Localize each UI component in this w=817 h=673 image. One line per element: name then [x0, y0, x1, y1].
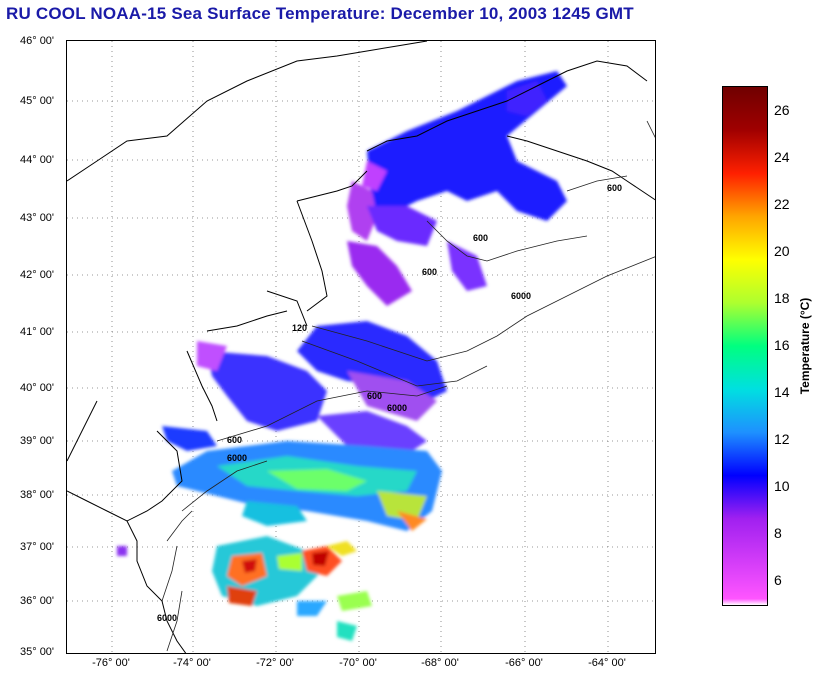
isobath-label: 6000: [227, 453, 247, 463]
lon-label: -74° 00': [173, 657, 211, 669]
colorbar-tick: 16: [774, 337, 790, 353]
colorbar-tick: 22: [774, 196, 790, 212]
isobath-label: 120: [292, 323, 307, 333]
map-title: RU COOL NOAA-15 Sea Surface Temperature:…: [6, 4, 634, 23]
lat-label: 44° 00': [20, 154, 55, 166]
isobath-label: 600: [473, 233, 488, 243]
isobath-label: 6000: [511, 291, 531, 301]
lon-label: -70° 00': [339, 657, 377, 669]
isobath-label: 600: [422, 267, 437, 277]
colorbar-tick: 14: [774, 384, 790, 400]
lat-label: 43° 00': [20, 212, 55, 224]
colorbar-tick: 8: [774, 525, 782, 541]
coastline: [67, 41, 655, 653]
lon-label: -66° 00': [505, 657, 543, 669]
isobath-label: 600: [367, 391, 382, 401]
lat-label: 37° 00': [20, 541, 55, 553]
colorbar-tick: 26: [774, 102, 790, 118]
colorbar-tick: 18: [774, 290, 790, 306]
map-canvas: 600 600 600 600 600 6000 6000 6000 6000 …: [67, 41, 655, 653]
lat-label: 38° 00': [20, 489, 55, 501]
sst-map: 600 600 600 600 600 6000 6000 6000 6000 …: [66, 40, 656, 654]
lat-label: 41° 00': [20, 326, 55, 338]
isobaths: [161, 120, 655, 652]
lat-label: 45° 00': [20, 95, 55, 107]
lat-label: 39° 00': [20, 435, 55, 447]
colorbar-tick: 24: [774, 149, 790, 165]
temperature-colorbar: [722, 86, 768, 606]
lat-label: 35° 00': [20, 646, 55, 658]
colorbar-tick: 6: [774, 572, 782, 588]
sst-data: [117, 71, 567, 641]
colorbar-tick: 10: [774, 478, 790, 494]
isobath-labels: 600 600 600 600 600 6000 6000 6000 6000 …: [157, 183, 622, 623]
lat-label: 42° 00': [20, 269, 55, 281]
lat-label: 40° 00': [20, 382, 55, 394]
colorbar-tick: 12: [774, 431, 790, 447]
colorbar-title: Temperature (°C): [798, 297, 812, 395]
lat-label: 46° 00': [20, 35, 55, 47]
isobath-label: 600: [227, 435, 242, 445]
lon-label: -76° 00': [92, 657, 130, 669]
lat-label: 36° 00': [20, 595, 55, 607]
lon-label: -68° 00': [421, 657, 459, 669]
lon-label: -72° 00': [256, 657, 294, 669]
colorbar-tick: 20: [774, 243, 790, 259]
lon-label: -64° 00': [588, 657, 626, 669]
isobath-label: 6000: [157, 613, 177, 623]
isobath-label: 6000: [387, 403, 407, 413]
isobath-label: 600: [607, 183, 622, 193]
